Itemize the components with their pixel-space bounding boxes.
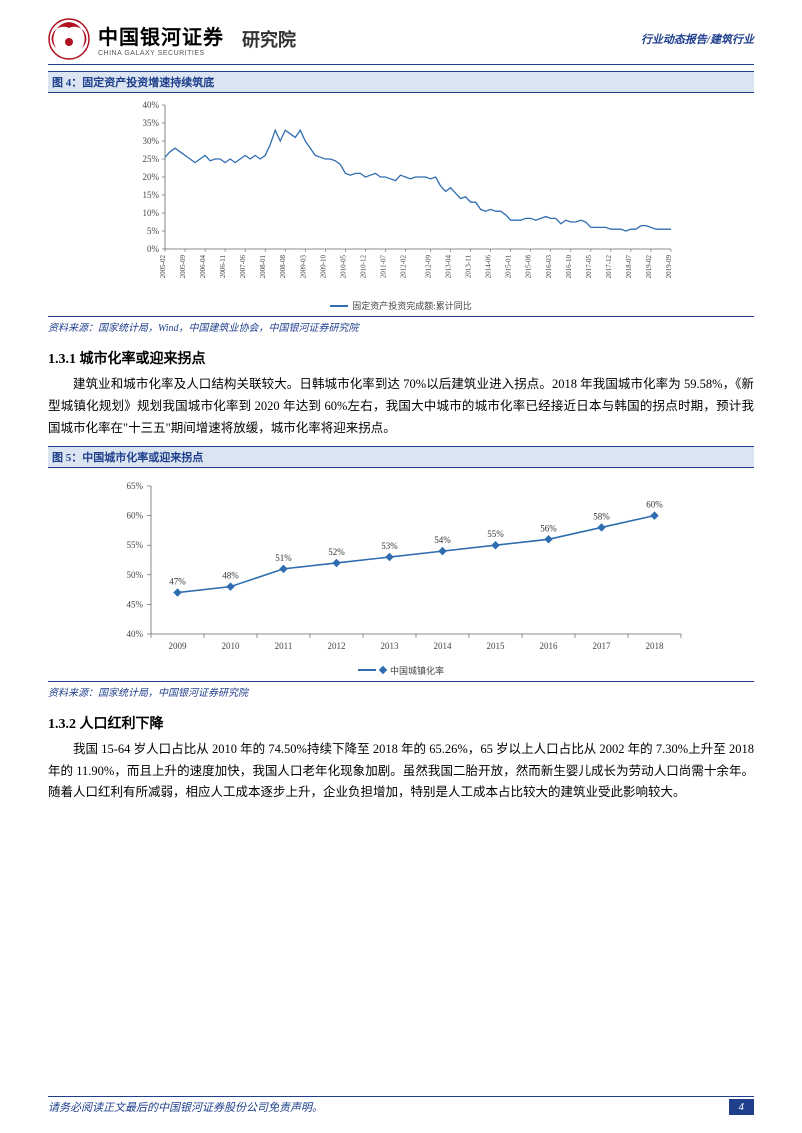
fig5-source: 资料来源：国家统计局，中国银河证券研究院: [48, 681, 754, 699]
company-logo-icon: [48, 18, 90, 60]
logo-cn-text: 中国银河证券: [98, 21, 224, 50]
svg-text:40%: 40%: [127, 629, 144, 639]
svg-text:2007-06: 2007-06: [239, 255, 247, 279]
svg-text:2019-09: 2019-09: [665, 255, 673, 279]
fig5-legend-label: 中国城镇化率: [390, 664, 444, 677]
fig5-svg: 40% 45% 50% 55% 60% 65% 2009 2010 2011 2012 2013 20…: [101, 472, 701, 662]
svg-text:35%: 35%: [143, 118, 160, 128]
disclaimer-text: 请务必阅读正文最后的中国银河证券股份公司免责声明。: [48, 1099, 323, 1115]
legend-line-swatch: [358, 669, 376, 671]
svg-text:20%: 20%: [143, 172, 160, 182]
svg-text:2010-05: 2010-05: [339, 255, 347, 279]
fig4-source: 资料来源：国家统计局，Wind，中国建筑业协会，中国银河证券研究院: [48, 316, 754, 334]
svg-text:2018-07: 2018-07: [625, 255, 633, 279]
fig4-title: 图 4：固定资产投资增速持续筑底: [48, 71, 754, 93]
svg-text:25%: 25%: [143, 154, 160, 164]
fig5-chart: 40% 45% 50% 55% 60% 65% 2009 2010 2011 2012 2013 20…: [48, 468, 754, 679]
section-132-title: 1.3.2 人口红利下降: [48, 713, 754, 733]
svg-text:2019-02: 2019-02: [645, 255, 653, 279]
svg-text:2015: 2015: [487, 641, 506, 651]
svg-text:2011: 2011: [275, 641, 293, 651]
fig4-chart: 0% 5% 10% 15% 20% 25% 30% 35% 40% 2005-02 2005-09 2…: [48, 93, 754, 314]
svg-text:2009-03: 2009-03: [299, 255, 307, 279]
section-131-para: 建筑业和城市化率及人口结构关联较大。日韩城市化率到达 70%以后建筑业进入拐点。…: [48, 374, 754, 440]
svg-text:2014: 2014: [434, 641, 453, 651]
svg-text:48%: 48%: [222, 570, 239, 580]
svg-text:2006-11: 2006-11: [219, 255, 227, 279]
svg-text:2018: 2018: [646, 641, 665, 651]
svg-text:52%: 52%: [328, 547, 345, 557]
svg-text:15%: 15%: [143, 190, 160, 200]
svg-text:2014-06: 2014-06: [485, 255, 493, 279]
svg-text:2009-10: 2009-10: [319, 255, 327, 279]
legend-diamond-icon: [379, 666, 387, 674]
fig4-legend-label: 固定资产投资完成额:累计同比: [352, 299, 472, 312]
logo-en-text: CHINA GALAXY SECURITIES: [98, 50, 224, 57]
svg-text:2013-11: 2013-11: [465, 255, 473, 279]
svg-text:2016-10: 2016-10: [565, 255, 573, 279]
fig5-title: 图 5：中国城市化率或迎来拐点: [48, 446, 754, 468]
svg-text:56%: 56%: [540, 523, 557, 533]
svg-text:55%: 55%: [487, 529, 504, 539]
svg-text:30%: 30%: [143, 136, 160, 146]
svg-text:40%: 40%: [143, 100, 160, 110]
report-category: 行业动态报告/建筑行业: [641, 31, 754, 47]
svg-text:2012-02: 2012-02: [399, 255, 407, 279]
svg-text:53%: 53%: [381, 541, 398, 551]
svg-text:50%: 50%: [127, 569, 144, 579]
section-132-para: 我国 15-64 岁人口占比从 2010 年的 74.50%持续下降至 2018…: [48, 739, 754, 805]
svg-text:2015-08: 2015-08: [525, 255, 533, 279]
svg-text:60%: 60%: [127, 510, 144, 520]
svg-text:2005-02: 2005-02: [159, 255, 167, 279]
svg-text:2016: 2016: [540, 641, 559, 651]
svg-text:2013: 2013: [381, 641, 400, 651]
dept-label: 研究院: [242, 26, 296, 52]
page-number: 4: [729, 1099, 755, 1115]
svg-text:0%: 0%: [147, 244, 160, 254]
svg-text:55%: 55%: [127, 540, 144, 550]
svg-text:2016-03: 2016-03: [545, 255, 553, 279]
svg-text:2009: 2009: [169, 641, 188, 651]
svg-text:2012-09: 2012-09: [425, 255, 433, 279]
svg-text:2011-07: 2011-07: [379, 255, 387, 279]
svg-text:58%: 58%: [593, 511, 610, 521]
svg-text:5%: 5%: [147, 226, 160, 236]
svg-text:2012: 2012: [328, 641, 346, 651]
svg-text:2017-12: 2017-12: [605, 255, 613, 279]
svg-text:2013-04: 2013-04: [445, 255, 453, 279]
svg-text:2010-12: 2010-12: [359, 255, 367, 279]
svg-text:2006-04: 2006-04: [199, 255, 207, 279]
svg-text:47%: 47%: [169, 576, 186, 586]
page-footer: 请务必阅读正文最后的中国银河证券股份公司免责声明。 4: [48, 1096, 754, 1115]
section-131-title: 1.3.1 城市化率或迎来拐点: [48, 348, 754, 368]
svg-text:65%: 65%: [127, 481, 144, 491]
fig4-svg: 0% 5% 10% 15% 20% 25% 30% 35% 40% 2005-02 2005-09 2…: [121, 97, 681, 297]
svg-text:60%: 60%: [646, 499, 663, 509]
svg-text:2015-01: 2015-01: [505, 255, 513, 279]
fig4-legend: 固定资产投资完成额:累计同比: [58, 299, 744, 312]
fig5-legend: 中国城镇化率: [58, 664, 744, 677]
svg-text:2008-08: 2008-08: [279, 255, 287, 279]
svg-text:2017: 2017: [593, 641, 612, 651]
legend-line-swatch: [330, 305, 348, 307]
svg-text:54%: 54%: [434, 535, 451, 545]
logo-block: 中国银河证券 CHINA GALAXY SECURITIES 研究院: [48, 18, 296, 60]
svg-text:51%: 51%: [275, 553, 292, 563]
svg-text:2010: 2010: [222, 641, 241, 651]
svg-text:2008-01: 2008-01: [259, 255, 267, 279]
page-header: 中国银河证券 CHINA GALAXY SECURITIES 研究院 行业动态报…: [48, 18, 754, 65]
svg-text:2017-05: 2017-05: [585, 255, 593, 279]
svg-text:2005-09: 2005-09: [179, 255, 187, 279]
svg-text:10%: 10%: [143, 208, 160, 218]
svg-text:45%: 45%: [127, 599, 144, 609]
